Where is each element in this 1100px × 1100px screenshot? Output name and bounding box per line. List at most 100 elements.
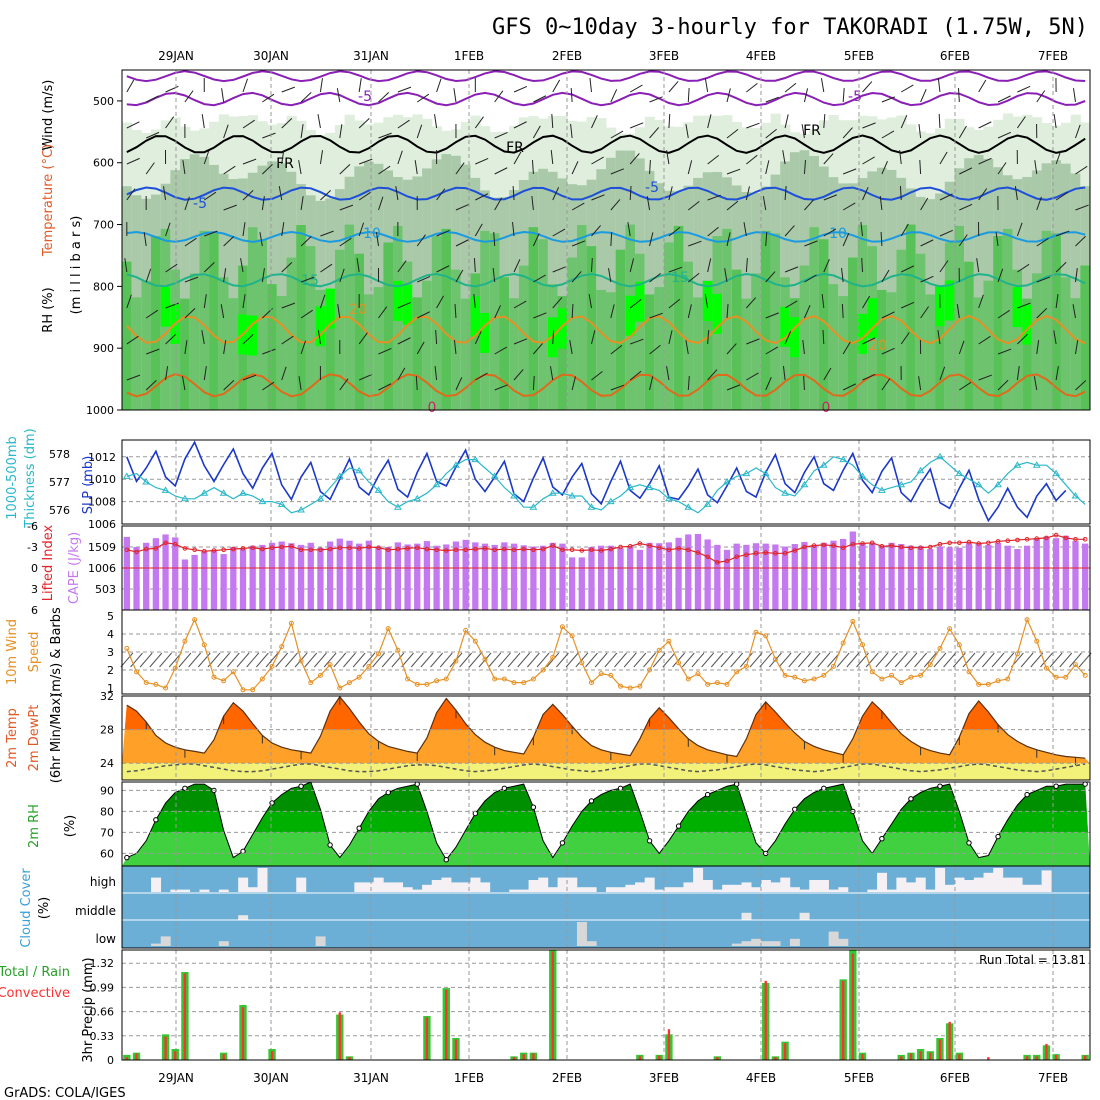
cloud-high-bar [296,877,307,892]
rh-marker [646,838,653,844]
wind-barb [145,268,152,283]
thickness-marker [413,494,422,502]
wind-barb [668,298,681,309]
cloud-axis-label-2: (%) [37,897,52,920]
cape-tick-label: 503 [95,583,116,596]
wind-barb [666,366,670,381]
lifted-index-marker [260,546,265,552]
wind-barb [221,88,225,103]
cape-bar [607,545,614,610]
wind-barb [337,304,341,319]
cloud-low-bar [315,936,326,946]
wind-barb [765,232,768,247]
isotherm-label: FR [803,123,821,139]
surface-wind-barb [691,652,705,668]
rh-band-green [180,298,191,410]
lifted-index-marker [966,539,972,545]
lifted-index-marker [715,560,720,565]
rh-marker [472,810,479,817]
cloud-high-bar [528,880,539,892]
thickness-marker [200,489,209,496]
wind-barb [281,222,285,237]
lifted-index-marker [482,546,488,551]
rh-marker [966,840,972,846]
rh-band-bright [470,296,481,337]
wind-barb [743,222,747,237]
wind-barb [726,88,731,103]
rh-area-high [160,782,1087,812]
wind-barb [494,384,508,391]
wind-barb [784,114,789,129]
rh-band-green [489,233,501,410]
wind-barb [726,168,741,175]
wind-barb [223,340,227,355]
wind-speed-marker [250,687,256,693]
wind-barb [474,223,483,237]
cape-bar [259,544,266,610]
rh-band-green [228,298,239,410]
wind-barb [416,124,423,139]
wind-barb [513,300,527,309]
wind-barb [339,204,354,211]
wind-barb [881,269,890,283]
precip-convective-bar [183,973,187,1060]
wind-barb [300,124,304,139]
wind-barb [745,258,748,273]
wind-barb [746,338,760,345]
wind-barb [842,88,845,103]
thickness-marker [181,494,189,502]
surface-wind-barb [710,652,724,668]
lifted-index-marker [124,547,130,553]
wind-speed-marker [608,672,614,678]
wind-barb [939,193,953,201]
cape-bar [501,542,508,610]
lifted-index-marker [521,546,527,552]
cloud-low-bar [828,931,839,946]
wind-barb [862,81,873,93]
date-label-bottom: 29JAN [158,1071,194,1085]
lifted-index-marker [995,539,1001,544]
cape-bar [946,547,953,610]
rh-band-mid [644,170,655,410]
cloud-high-bar [644,877,655,892]
wind-barb [455,203,469,211]
wind-barb [201,330,205,345]
wind-speed-marker [685,676,691,682]
wind-barb [629,258,635,273]
lifted-index-marker [424,546,430,552]
pressure-axis-label: (m i l l i b a r s) [69,216,84,315]
wind-barb [687,160,693,175]
lifted-index-marker [540,546,546,552]
wind-barb [958,234,968,247]
cape-bar [646,542,653,610]
wind-speed-marker [569,633,575,639]
rh-band-green [402,261,413,410]
lifted-index-marker [957,540,962,546]
wind-barb [726,200,739,211]
rh-axis-label: RH (%) [41,287,56,332]
precip-convective-bar [425,1017,429,1060]
wind-barb [959,381,972,391]
lifted-index-marker [492,547,497,553]
cape-bar [1004,545,1011,610]
wind-speed-marker [937,645,943,651]
wind-barb [707,369,718,381]
wind-barb [862,186,869,201]
rh-band-green [199,230,210,410]
lifted-index-marker [898,544,904,550]
wind-barb [436,229,450,237]
cape-tick-label: 1006 [88,562,116,575]
wind-speed-marker [143,680,149,686]
wind-speed-marker [918,672,924,678]
wind-barb [204,191,217,201]
wind-barb [145,162,155,175]
wind-speed-marker [240,687,246,693]
wind-barb [319,150,324,165]
wind-barb [1055,294,1059,309]
rh-band-green [1041,230,1052,410]
rh-band-green [973,297,985,410]
wind-barb [358,118,370,129]
date-label-top: 7FEB [1038,49,1068,63]
cape-bar [472,542,479,610]
wind-barb [494,305,501,319]
